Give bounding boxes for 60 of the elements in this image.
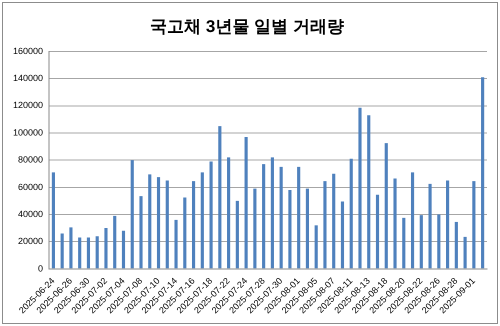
bar (69, 227, 73, 268)
bar (236, 200, 239, 268)
bar (174, 220, 178, 268)
bar (376, 194, 380, 268)
y-tick-label: 160000 (12, 46, 44, 56)
chart-title: 국고채 3년물 일별 거래량 (150, 16, 344, 36)
bar (60, 233, 64, 268)
y-tick-label: 40000 (18, 208, 44, 219)
bar (139, 196, 143, 268)
bar (306, 188, 310, 268)
bar (200, 172, 204, 268)
bar (227, 157, 230, 268)
bar (210, 161, 213, 268)
bar (183, 197, 186, 268)
bar (280, 166, 283, 268)
bar (192, 181, 196, 268)
bar (262, 164, 266, 268)
bar (166, 180, 169, 268)
bar (288, 190, 292, 268)
bar (420, 215, 423, 268)
bar (270, 157, 274, 268)
bar (253, 188, 256, 268)
bar (384, 143, 388, 268)
bar (472, 181, 476, 268)
bar (218, 126, 222, 268)
bar (96, 236, 99, 268)
bar (393, 178, 397, 268)
y-tick-label: 60000 (18, 182, 44, 192)
bar (323, 181, 327, 268)
bar (358, 108, 362, 268)
bar (130, 160, 134, 268)
bar (402, 218, 406, 268)
bar (446, 180, 450, 268)
bar (113, 216, 116, 268)
bar (340, 202, 344, 268)
y-tick-label: 20000 (18, 236, 44, 246)
bar (86, 238, 90, 268)
bar (52, 172, 55, 268)
y-tick-label: 0 (38, 263, 44, 274)
bar (481, 77, 484, 268)
bar (437, 214, 440, 268)
bar (78, 238, 82, 268)
bar (122, 230, 126, 268)
bar (297, 166, 300, 268)
bar (410, 172, 414, 268)
bar (367, 115, 370, 268)
y-tick-label: 140000 (12, 73, 44, 84)
bar (148, 174, 152, 268)
bar (244, 137, 248, 268)
bar (332, 174, 336, 268)
y-tick-label: 80000 (18, 154, 44, 165)
bar (464, 236, 467, 268)
bar (428, 184, 432, 268)
bar (314, 225, 318, 268)
y-tick-label: 120000 (12, 100, 44, 110)
y-tick-label: 100000 (12, 127, 44, 138)
bar (104, 228, 108, 268)
bar (156, 177, 160, 268)
bar (350, 158, 353, 268)
bar (454, 222, 458, 268)
